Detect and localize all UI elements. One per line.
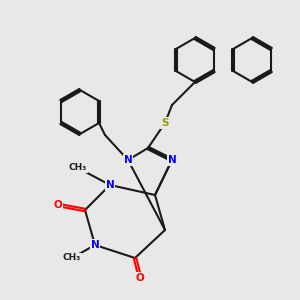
Text: N: N <box>168 155 176 165</box>
Text: S: S <box>161 118 169 128</box>
Text: CH₃: CH₃ <box>69 164 87 172</box>
Text: CH₃: CH₃ <box>63 254 81 262</box>
Text: N: N <box>91 240 99 250</box>
Text: N: N <box>106 180 114 190</box>
Text: O: O <box>136 273 144 283</box>
Text: N: N <box>124 155 132 165</box>
Text: O: O <box>54 200 62 210</box>
